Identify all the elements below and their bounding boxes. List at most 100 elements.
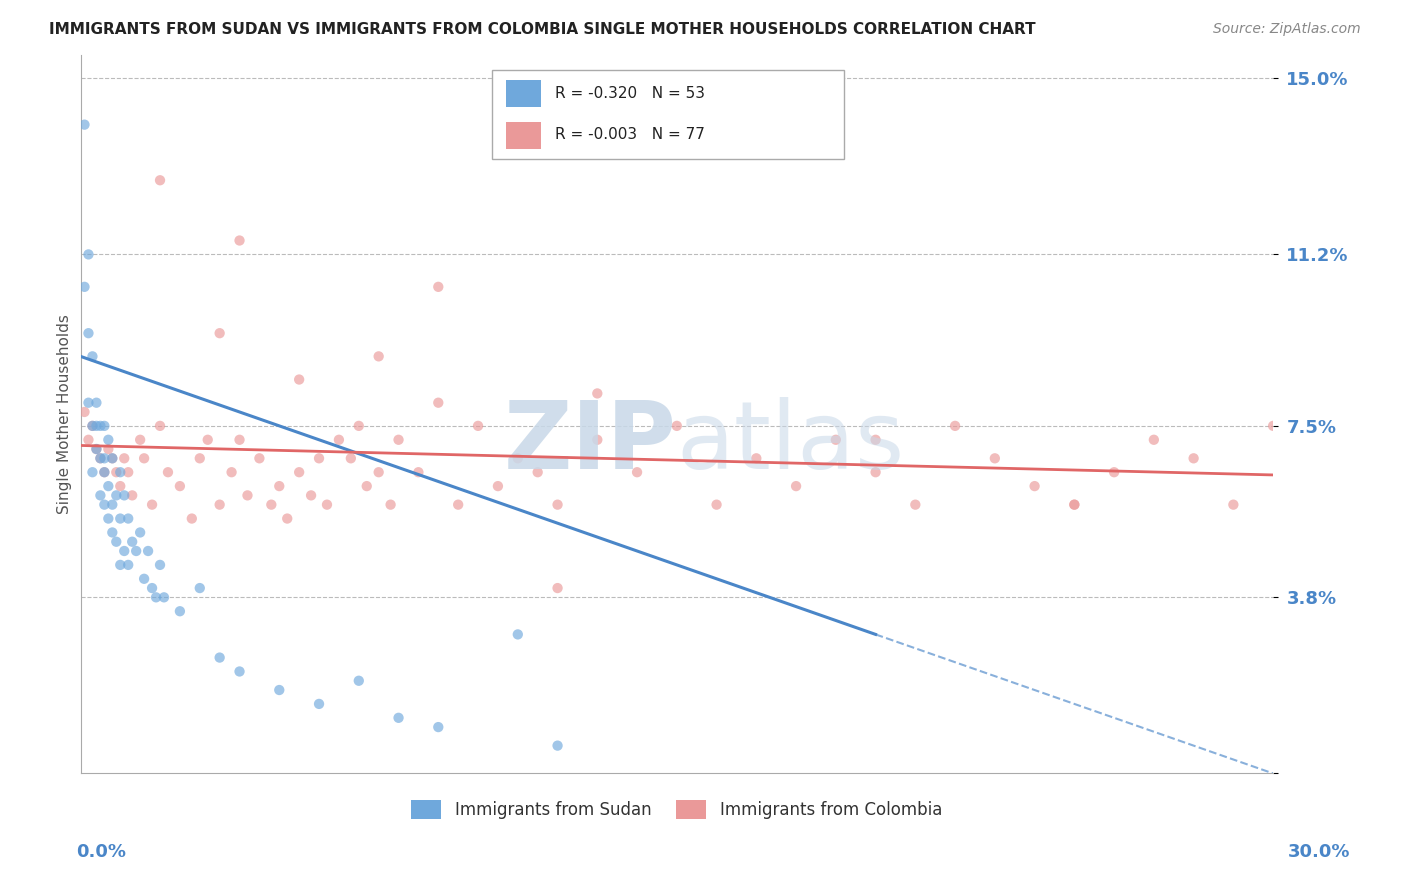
Point (97, 442, 120, 456)
Point (89, 451, 111, 466)
Point (97, 433, 120, 447)
Point (129, 433, 152, 447)
Point (129, 525, 152, 540)
Text: ZIP: ZIP (503, 397, 676, 489)
Point (547, 581, 569, 595)
Point (93, 451, 115, 466)
Text: Source: ZipAtlas.com: Source: ZipAtlas.com (1213, 22, 1361, 37)
Point (101, 498, 124, 512)
Point (169, 479, 191, 493)
Point (97, 511, 120, 525)
Point (93, 418, 115, 433)
Point (112, 451, 135, 466)
Point (93, 465, 115, 479)
Point (526, 465, 548, 479)
Point (785, 479, 807, 493)
Point (188, 581, 211, 595)
Point (269, 683, 291, 698)
Point (427, 280, 450, 294)
Point (228, 433, 250, 447)
Point (984, 451, 1007, 466)
Point (141, 498, 163, 512)
Point (89, 418, 111, 433)
Point (86, 442, 108, 456)
Point (149, 418, 172, 433)
Point (77, 395, 100, 409)
Point (1143, 433, 1166, 447)
Point (665, 418, 688, 433)
Point (236, 488, 259, 502)
Point (125, 544, 148, 558)
Point (427, 720, 450, 734)
Point (288, 465, 311, 479)
Point (93, 465, 115, 479)
Point (308, 451, 330, 466)
Legend: Immigrants from Sudan, Immigrants from Colombia: Immigrants from Sudan, Immigrants from C… (405, 794, 949, 826)
Point (121, 534, 143, 549)
Point (149, 558, 172, 572)
Point (141, 581, 163, 595)
Point (73, 280, 96, 294)
Point (105, 534, 128, 549)
Point (93, 498, 115, 512)
Point (97, 479, 120, 493)
Point (197, 433, 219, 447)
Point (380, 498, 402, 512)
Point (486, 479, 509, 493)
Point (347, 673, 370, 688)
Point (228, 234, 250, 248)
Point (367, 350, 389, 364)
Point (117, 558, 139, 572)
Point (367, 465, 389, 479)
Point (427, 395, 450, 409)
Point (1182, 451, 1205, 466)
Point (188, 451, 211, 466)
Point (73, 405, 96, 419)
Point (208, 498, 231, 512)
Point (82, 350, 104, 364)
Point (586, 433, 609, 447)
Point (101, 451, 124, 466)
Point (1024, 479, 1046, 493)
Point (82, 418, 104, 433)
Point (208, 326, 231, 341)
Point (328, 433, 350, 447)
Point (77, 247, 100, 261)
Point (156, 465, 179, 479)
Point (110, 511, 132, 525)
Point (117, 511, 139, 525)
Point (86, 395, 108, 409)
Point (101, 451, 124, 466)
Point (110, 465, 132, 479)
Point (943, 418, 966, 433)
Point (1261, 418, 1284, 433)
Point (467, 418, 489, 433)
Point (586, 386, 609, 401)
Point (82, 418, 104, 433)
Text: IMMIGRANTS FROM SUDAN VS IMMIGRANTS FROM COLOMBIA SINGLE MOTHER HOUSEHOLDS CORRE: IMMIGRANTS FROM SUDAN VS IMMIGRANTS FROM… (49, 22, 1036, 37)
Point (316, 498, 339, 512)
Point (105, 488, 128, 502)
Point (865, 465, 887, 479)
Point (340, 451, 363, 466)
Point (824, 433, 846, 447)
Point (134, 572, 156, 586)
Point (356, 479, 378, 493)
Point (387, 711, 409, 725)
Point (86, 442, 108, 456)
Point (904, 498, 927, 512)
Point (105, 465, 128, 479)
Text: 30.0%: 30.0% (1288, 843, 1350, 861)
Point (86, 418, 108, 433)
Point (112, 544, 135, 558)
Point (228, 665, 250, 679)
Point (169, 604, 191, 618)
Point (73, 118, 96, 132)
Point (1063, 498, 1085, 512)
Point (149, 173, 172, 187)
Point (1222, 498, 1244, 512)
Point (77, 433, 100, 447)
Point (221, 465, 243, 479)
Point (308, 697, 330, 711)
Point (260, 498, 283, 512)
